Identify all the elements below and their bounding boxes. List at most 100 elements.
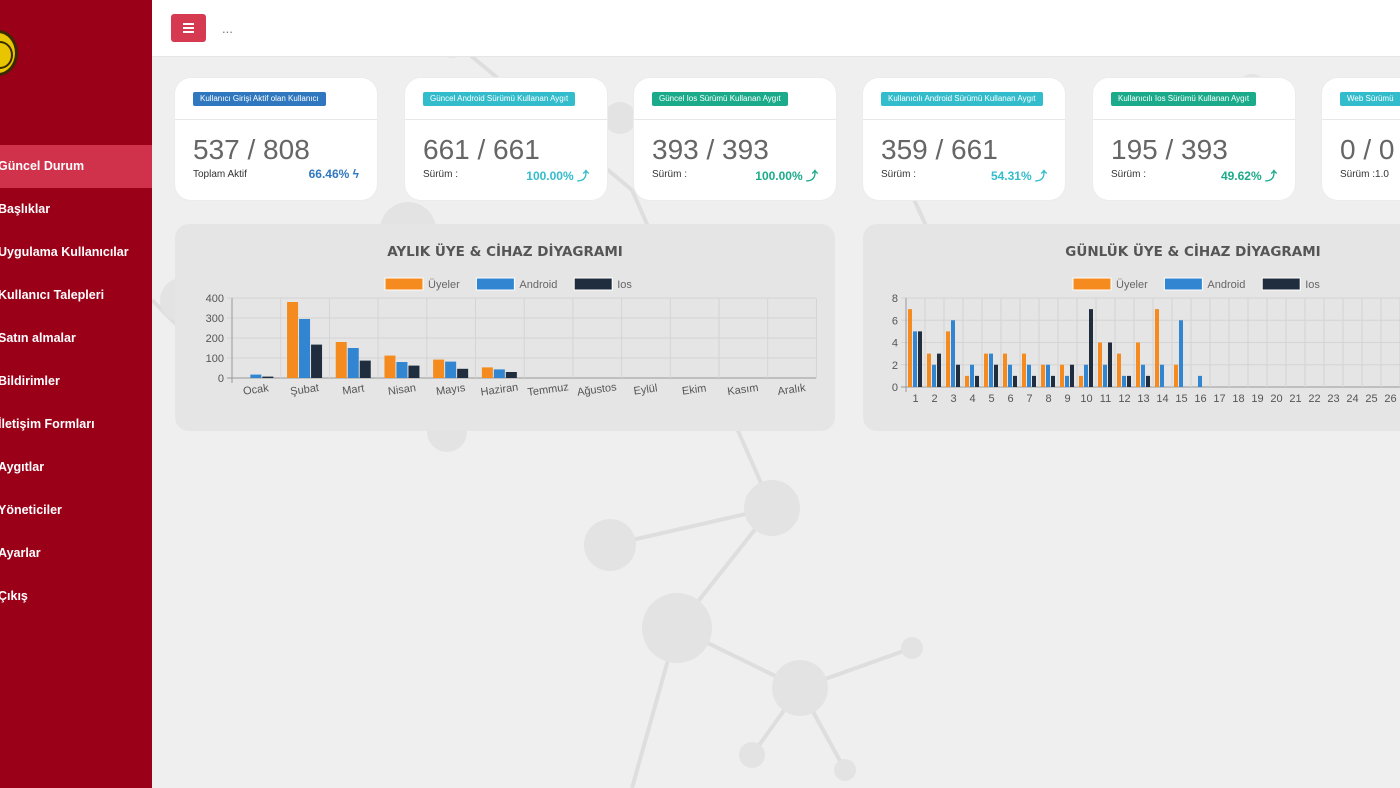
menu-toggle-button[interactable]: [171, 14, 206, 42]
x-tick-label: Ocak: [242, 382, 270, 398]
x-tick-label: 1: [912, 393, 918, 405]
card-badge: Güncel Ios Sürümü Kullanan Aygıt: [652, 92, 788, 106]
bar-üyeler: [1155, 309, 1159, 387]
x-tick-label: Temmuz: [527, 381, 570, 399]
legend-label: Android: [519, 279, 557, 291]
x-tick-label: Şubat: [290, 382, 320, 398]
x-tick-label: 12: [1118, 393, 1130, 405]
sidebar-item-iletisim-formlari[interactable]: İletişim Formları: [0, 403, 152, 446]
bar-üyeler: [1136, 342, 1140, 387]
legend-label: Android: [1207, 279, 1245, 291]
bar-android: [396, 362, 408, 378]
card-percent: 100.00% ⤴: [755, 169, 818, 183]
x-tick-label: 7: [1026, 393, 1032, 405]
x-tick-label: Nisan: [387, 382, 417, 398]
x-tick-label: 13: [1137, 393, 1149, 405]
sidebar-item-basliklar[interactable]: Başlıklar: [0, 188, 152, 231]
bar-android: [1160, 364, 1164, 387]
level-up-icon: ⤴: [1264, 169, 1277, 183]
card-percent: 49.62% ⤴: [1220, 169, 1277, 183]
bar-ios: [1051, 375, 1055, 387]
y-tick-label: 400: [206, 293, 224, 305]
bar-üyeler: [481, 367, 493, 378]
bar-android: [970, 364, 974, 387]
legend-swatch-ios: [1261, 277, 1301, 291]
stat-card-web: Web Sürümü 0 / 0 Sürüm :1.0: [1322, 78, 1400, 200]
y-tick-label: 0: [218, 373, 224, 385]
x-tick-label: 20: [1270, 393, 1282, 405]
bar-android: [347, 348, 359, 378]
bar-android: [951, 320, 955, 387]
sidebar-item-uygulama-kullanicilar[interactable]: Uygulama Kullanıcılar: [0, 231, 152, 274]
x-tick-label: Eylül: [633, 382, 658, 397]
bar-ios: [937, 353, 941, 387]
bar-üyeler: [946, 331, 950, 387]
card-value: 359 / 661: [881, 134, 998, 165]
bar-android: [493, 369, 505, 378]
legend-label: Üyeler: [1116, 279, 1148, 291]
legend-swatch-ios: [573, 277, 613, 291]
x-tick-label: 23: [1327, 393, 1339, 405]
card-percent: 54.31% ⤴: [990, 169, 1047, 183]
x-tick-label: Haziran: [480, 381, 519, 398]
x-tick-label: 24: [1346, 393, 1358, 405]
sidebar-item-label: İletişim Formları: [0, 417, 95, 431]
x-tick-label: 9: [1064, 393, 1070, 405]
y-tick-label: 300: [206, 313, 224, 325]
x-tick-label: Kasım: [727, 382, 760, 398]
x-tick-label: 19: [1251, 393, 1263, 405]
bar-ios: [1013, 375, 1017, 387]
bar-üyeler: [908, 309, 912, 387]
x-tick-label: 4: [969, 393, 975, 405]
sidebar-item-ayarlar[interactable]: Ayarlar: [0, 532, 152, 575]
x-tick-label: 8: [1045, 393, 1051, 405]
bar-android: [250, 374, 262, 378]
card-label: Sürüm :: [652, 169, 688, 180]
sidebar-item-bildirimler[interactable]: Bildirimler: [0, 360, 152, 403]
stat-card-ios-current: Güncel Ios Sürümü Kullanan Aygıt 393 / 3…: [634, 78, 836, 200]
bar-android: [1122, 375, 1126, 387]
bar-android: [1008, 364, 1012, 387]
card-label: Sürüm :: [881, 169, 917, 180]
bar-ios: [1070, 364, 1074, 387]
sidebar-item-yoneticiler[interactable]: Yöneticiler: [0, 489, 152, 532]
card-label: Sürüm :: [423, 169, 459, 180]
bar-üyeler: [984, 353, 988, 387]
level-up-icon: ⤴: [1034, 169, 1047, 183]
legend-label: Ios: [1305, 279, 1320, 291]
bar-üyeler: [1022, 353, 1026, 387]
sidebar-item-label: Başlıklar: [0, 202, 51, 216]
card-badge: Kullanıcı Girişi Aktif olan Kullanıcı: [193, 92, 326, 106]
sidebar-item-satin-almalar[interactable]: Satın almalar: [0, 317, 152, 360]
chart-title: GÜNLÜK ÜYE & CİHAZ DİYAGRAMI: [1065, 244, 1321, 260]
y-tick-label: 6: [892, 315, 898, 327]
bar-ios: [918, 331, 922, 387]
sidebar-item-aygitlar[interactable]: Aygıtlar: [0, 446, 152, 489]
logo[interactable]: [0, 30, 18, 76]
bar-android: [913, 331, 917, 387]
x-tick-label: 21: [1289, 393, 1301, 405]
bar-üyeler: [384, 355, 396, 378]
bar-android: [1027, 364, 1031, 387]
bar-ios: [956, 364, 960, 387]
sidebar-item-cikis[interactable]: Çıkış: [0, 575, 152, 618]
bar-ios: [359, 360, 371, 378]
bar-üyeler: [1041, 364, 1045, 387]
x-tick-label: 10: [1080, 393, 1092, 405]
bar-üyeler: [1003, 353, 1007, 387]
monthly-chart-panel: AYLIK ÜYE & CİHAZ DİYAGRAMI Üyeler Androi…: [175, 224, 835, 431]
bar-üyeler: [433, 359, 445, 378]
sidebar-item-guncel-durum[interactable]: Güncel Durum: [0, 145, 152, 188]
breadcrumb: ...: [222, 21, 233, 36]
x-tick-label: 15: [1175, 393, 1187, 405]
bar-üyeler: [1117, 353, 1121, 387]
y-tick-label: 8: [892, 293, 898, 305]
bar-ios: [975, 375, 979, 387]
sidebar-item-kullanici-talepleri[interactable]: Kullanıcı Talepleri: [0, 274, 152, 317]
legend-swatch-üyeler: [1072, 277, 1112, 291]
sidebar-item-label: Kullanıcı Talepleri: [0, 288, 105, 302]
x-tick-label: 18: [1232, 393, 1244, 405]
bar-ios: [457, 368, 469, 378]
bar-android: [989, 353, 993, 387]
sidebar-item-label: Aygıtlar: [0, 460, 45, 474]
